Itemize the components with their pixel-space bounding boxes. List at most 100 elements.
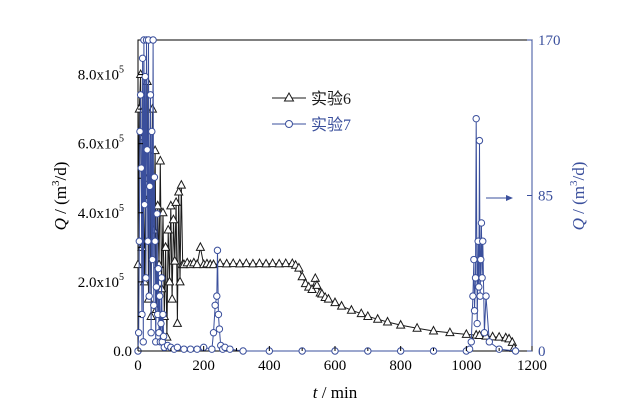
series-2-point <box>147 329 155 337</box>
series-1-point <box>312 279 322 289</box>
y-left-tick-label: 8.0x105 <box>78 65 124 84</box>
legend-marker-series-1 <box>283 91 295 102</box>
series-1-point <box>134 103 145 113</box>
series-2-point <box>511 347 520 355</box>
series-1-point <box>155 155 166 165</box>
series-2-point <box>239 347 247 355</box>
series-2-point <box>193 345 201 353</box>
series-2-point <box>140 200 149 209</box>
series-1-point <box>487 331 498 341</box>
series-1-point <box>241 258 252 268</box>
y-axis-label-right: Q / (m3/d) <box>568 162 588 231</box>
series-2-point <box>136 127 144 136</box>
series-2-point <box>154 264 163 273</box>
series-2-point <box>151 237 159 245</box>
series-1-point <box>208 259 219 269</box>
y-left-tick-label: 6.0x105 <box>78 134 124 153</box>
series-1-point <box>176 179 187 189</box>
legend-label-series-1: 实验6 <box>311 90 351 108</box>
x-tick-label: 400 <box>258 358 281 374</box>
series-2-point <box>186 345 195 353</box>
series-2-point <box>478 274 486 282</box>
x-tick-label: 200 <box>192 358 215 374</box>
series-2-point <box>213 246 222 255</box>
series-2-point <box>146 182 154 191</box>
series-1-point <box>168 214 179 224</box>
series-1-point <box>428 325 439 335</box>
series-2-point <box>475 136 484 145</box>
right-axis-arrow <box>486 195 513 201</box>
series-2-point <box>473 319 481 328</box>
legend-marker-series-2 <box>285 120 293 128</box>
series-1-point <box>164 276 175 286</box>
series-1-point <box>267 258 278 268</box>
series-2-point <box>148 255 157 264</box>
series-1-point <box>160 241 171 251</box>
tick-layer: 0 200 400 600 800 1000 1200 0.0 2.0x105 4.0x105 6.… <box>78 33 561 374</box>
series-2-point <box>135 237 144 245</box>
series-2-point <box>214 310 223 319</box>
series-2-point <box>150 301 158 309</box>
series-1-point <box>323 293 334 303</box>
series-1-point <box>274 258 285 268</box>
y-left-tick-label: 2.0x105 <box>78 272 124 291</box>
series-2-point <box>213 292 221 300</box>
series-1-point <box>133 259 143 269</box>
legend: 实验6 实验7 <box>272 90 351 134</box>
series-1-point <box>163 224 174 234</box>
series-2-point <box>475 283 483 291</box>
y-left-tick-label: 4.0x105 <box>78 203 124 222</box>
series-2-point <box>149 36 157 44</box>
x-tick-label: 600 <box>324 358 347 374</box>
series-1-point <box>261 258 271 268</box>
series-2-point <box>141 72 149 81</box>
series-2-point <box>467 338 475 346</box>
series-2-point <box>211 301 219 309</box>
series-1-point <box>221 258 232 268</box>
series-2-point <box>465 345 474 353</box>
series-2-point <box>472 114 480 123</box>
series-2-point <box>479 237 487 245</box>
x-tick-label: 1200 <box>517 358 547 374</box>
series-1-point <box>346 304 357 314</box>
series-2-point <box>226 345 234 353</box>
y-left-tick-label: 0.0 <box>113 344 132 360</box>
series-2-point <box>155 292 164 300</box>
series-1-point <box>372 313 383 323</box>
series-2-point <box>480 329 489 337</box>
series-1-point <box>152 200 163 210</box>
series-2-point <box>173 343 182 352</box>
series-2-point <box>470 255 478 264</box>
series-2-point <box>148 127 156 136</box>
series-2-point <box>180 345 188 353</box>
series-1-point <box>158 207 168 217</box>
series-2-point <box>471 274 480 282</box>
series-2-point <box>139 338 147 346</box>
series-2-point <box>159 310 167 319</box>
series-1-point <box>494 331 505 341</box>
series-2-point <box>146 91 155 99</box>
series-2-point <box>153 210 161 218</box>
series-2-point <box>142 274 150 282</box>
series-1-point <box>461 328 472 338</box>
series-2-point <box>215 325 224 333</box>
series-1-point <box>175 276 185 286</box>
series-1-point <box>412 322 422 332</box>
series-1-point <box>310 272 321 282</box>
series-1-point <box>167 293 177 303</box>
series-1-point <box>228 258 239 268</box>
series-1-point <box>330 297 340 307</box>
series-2-point <box>138 54 147 62</box>
series-1-point <box>195 241 206 251</box>
series-2-point <box>134 329 143 337</box>
series-2-point <box>157 274 166 282</box>
series-1-point <box>192 259 202 269</box>
series-2-point <box>209 329 218 337</box>
series-2-point <box>477 219 486 227</box>
series-2-point <box>482 292 490 300</box>
series-2-point <box>157 319 165 328</box>
series-1-point <box>280 258 291 268</box>
series-2-point <box>143 146 151 154</box>
series-2-point <box>152 283 161 291</box>
series-2-point <box>159 332 168 341</box>
